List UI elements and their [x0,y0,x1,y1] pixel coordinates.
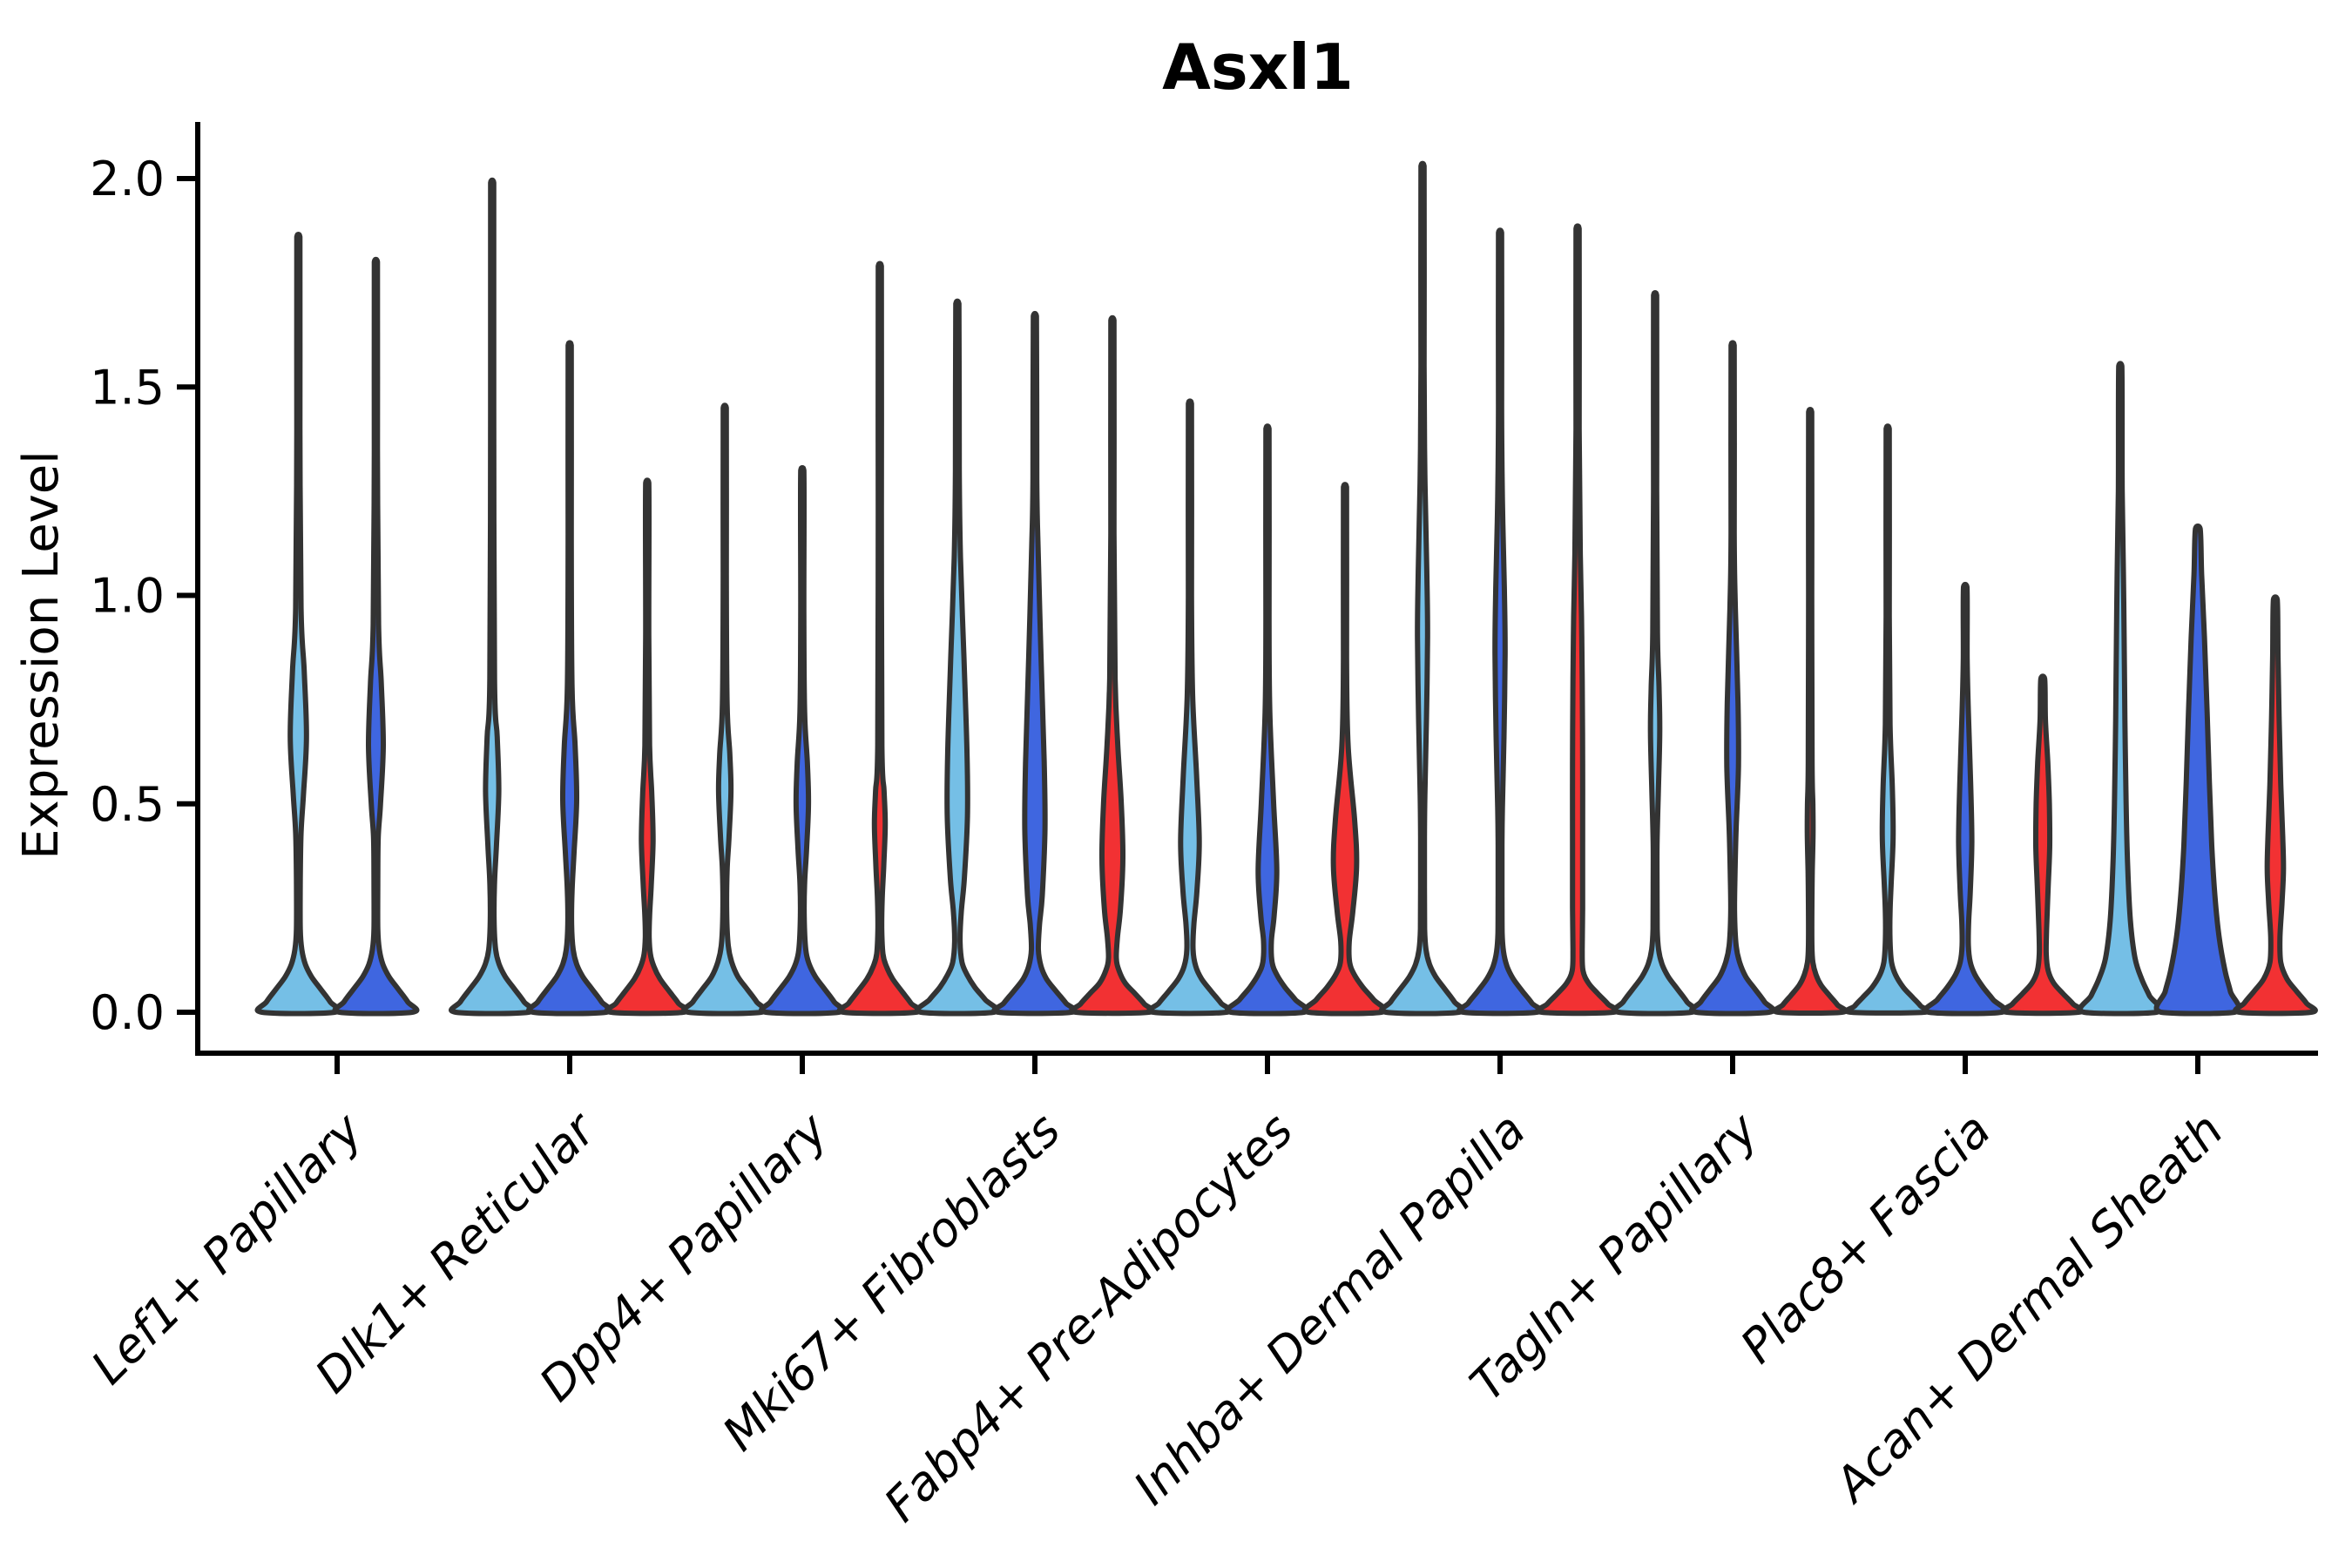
violin-4-lightblue [915,298,1000,1017]
violin-3-blue [759,464,846,1017]
violin-8-red [2000,673,2085,1017]
violin-7-red [1772,407,1848,1017]
violin-1-lightblue [254,232,342,1017]
violin-8-lightblue [1843,423,1932,1016]
x-category-label: Fabp4+ Pre-Adipocytes [874,1103,1303,1532]
y-tick-label: 0.0 [90,985,165,1040]
violin-9-blue [2153,523,2242,1017]
chart-title: Asxl1 [1162,30,1354,104]
y-axis-title: Expression Level [13,450,70,860]
violin-5-red [1301,482,1389,1017]
violin-6-blue [1456,227,1544,1017]
violin-4-blue [991,310,1078,1017]
violins-layer [254,160,2318,1017]
violin-1-blue [332,256,420,1017]
violin-3-lightblue [681,402,768,1017]
y-tick-label: 1.0 [90,569,165,624]
violin-7-lightblue [1612,290,1699,1017]
violin-8-blue [1923,582,2008,1017]
x-category-label: Acan+ Dermal Sheath [1822,1103,2234,1514]
y-tick-label: 2.0 [90,152,165,206]
violin-6-red [1535,223,1620,1017]
violin-2-red [604,477,691,1017]
violin-7-blue [1689,340,1776,1017]
violin-6-lightblue [1379,160,1466,1017]
violin-3-red [836,260,923,1017]
violin-5-lightblue [1146,398,1233,1017]
violin-2-lightblue [449,177,536,1017]
violin-9-lightblue [2077,361,2164,1017]
violin-4-red [1069,314,1156,1017]
y-tick-label: 0.5 [90,777,165,832]
violin-5-blue [1225,423,1310,1017]
y-tick-label: 1.5 [90,360,165,415]
violin-2-blue [526,340,613,1017]
violin-9-red [2233,594,2318,1017]
x-category-label: Plac8+ Fascia [1730,1103,2001,1374]
x-category-label: Inhba+ Dermal Papilla [1123,1103,1536,1516]
